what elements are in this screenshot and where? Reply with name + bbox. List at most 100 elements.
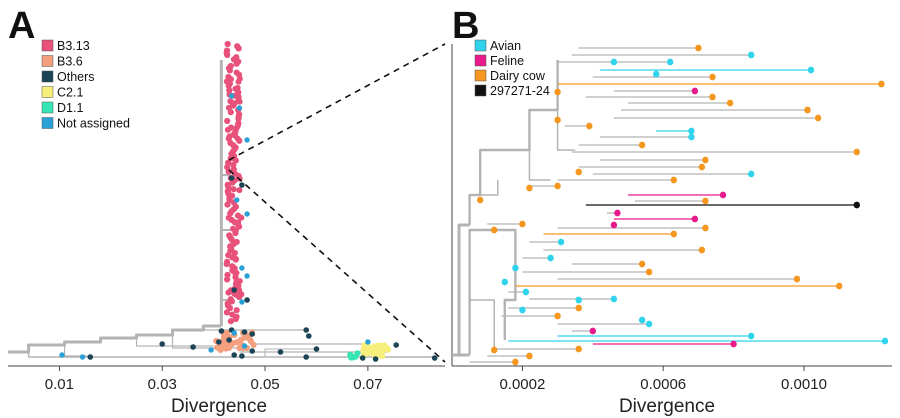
tip-others (228, 175, 235, 181)
b-upper-sub-2 (528, 150, 551, 181)
tip-dairy-cow (526, 352, 533, 360)
tip-feline (691, 87, 699, 95)
tip-c2-1 (379, 353, 386, 360)
legend-label-others: Others (57, 70, 95, 84)
legend-swatch-b3-6 (41, 55, 54, 67)
tip-dairy-cow (836, 282, 843, 290)
tip-b3-13 (236, 98, 243, 105)
legend-label-feline: Feline (490, 54, 524, 68)
tip-dairy-cow (853, 148, 860, 156)
tip-others (231, 352, 237, 358)
tip-b3-13 (224, 276, 231, 283)
tip-b3-13 (230, 186, 237, 193)
tip-avian (575, 296, 582, 304)
tip-not-assigned (59, 352, 65, 358)
tip-b3-13 (227, 318, 234, 325)
panel-a-tick-label: 0.05 (250, 376, 279, 393)
tip-b3-13 (233, 125, 240, 131)
tip-dairy-cow (698, 163, 706, 171)
tip-dairy-cow (477, 196, 484, 204)
legend-swatch-avian (474, 39, 487, 52)
tip-dairy-cow (814, 114, 822, 122)
zoom-connector-top (228, 43, 446, 161)
tip-dairy-cow (702, 224, 709, 232)
tip-c2-1 (367, 347, 374, 354)
tip-avian (610, 295, 618, 303)
tip-dairy-cow (491, 346, 498, 354)
tip-dairy-cow (491, 226, 498, 234)
tip-b3-13 (235, 219, 242, 226)
tip-dairy-cow (638, 260, 646, 268)
panel-b-ticks: 0.0002 0.0006 0.0010 (499, 366, 827, 393)
panel-b-x-axis-title: Divergence (619, 396, 715, 417)
tip-b3-13 (224, 51, 231, 59)
tip-avian (610, 58, 618, 66)
legend-swatch-not-assigned (41, 117, 54, 129)
tip-avian (748, 332, 755, 340)
tip-avian (881, 337, 889, 345)
legend-label-b3-13: B3.13 (57, 39, 90, 53)
b-lower-sub-1 (469, 299, 495, 350)
tip-not-assigned (228, 93, 235, 99)
tip-others (303, 354, 310, 360)
tip-others (393, 342, 400, 348)
tip-not-assigned (241, 343, 248, 349)
tip-b3-6 (229, 341, 236, 348)
tip-b3-13 (236, 187, 243, 194)
tip-b3-13 (238, 291, 245, 298)
tip-dairy-cow (512, 358, 519, 366)
tip-feline (691, 215, 699, 223)
legend-label-not-assigned: Not assigned (57, 117, 130, 131)
tip-b3-13 (238, 214, 245, 221)
tip-avian (748, 170, 755, 178)
panel-a-ticks: 0.01 0.03 0.05 0.07 (45, 366, 382, 393)
tip-avian (807, 66, 815, 74)
panel-b-tips (477, 44, 889, 366)
tip-avian (638, 316, 646, 324)
tip-dairy-cow (709, 73, 716, 81)
tip-dairy-cow (554, 116, 561, 124)
tip-others (226, 337, 232, 343)
tip-b3-13 (232, 132, 239, 139)
tip-dairy-cow (645, 268, 653, 276)
tip-dairy-cow (670, 230, 677, 238)
panel-b-tick-label: 0.0010 (781, 376, 827, 393)
tip-b3-13 (233, 60, 240, 67)
b-upper-sub-3 (556, 110, 576, 151)
tip-not-assigned (236, 105, 243, 111)
panel-a-tick-label: 0.07 (353, 376, 382, 393)
tip-others (159, 341, 165, 347)
b-upper-clade-trunk (468, 60, 559, 225)
tip-others (431, 355, 438, 361)
tip-others (359, 355, 366, 361)
legend-label-297271-24: 297271-24 (490, 84, 550, 98)
tip-dairy-cow (526, 184, 533, 192)
tip-b3-13 (233, 269, 240, 276)
legend-label-dairy-cow: Dairy cow (490, 69, 546, 83)
tip-c2-1 (361, 344, 367, 351)
tip-dairy-cow (586, 122, 593, 130)
legend-swatch-297271-24 (474, 84, 487, 97)
tip-b3-13 (235, 78, 242, 85)
tip-dairy-cow (878, 80, 885, 88)
tip-others (239, 353, 245, 359)
tip-not-assigned (365, 339, 371, 345)
tip-not-assigned (208, 347, 214, 353)
tip-b3-13 (232, 85, 239, 92)
tip-others (216, 339, 222, 345)
legend-swatch-others (41, 70, 54, 83)
tip-dairy-cow (702, 197, 709, 205)
tip-b3-13 (226, 304, 234, 312)
legend-label-b3-6: B3.6 (57, 55, 83, 69)
tip-others (231, 287, 237, 293)
tip-avian (688, 127, 695, 135)
tip-d1-1 (348, 354, 354, 361)
tip-others (372, 356, 379, 362)
tip-avian (522, 288, 530, 296)
legend-label-c2-1: C2.1 (57, 86, 83, 100)
tip-dairy-cow (554, 312, 561, 320)
legend-swatch-c2-1 (41, 86, 54, 98)
tip-avian (688, 133, 695, 141)
